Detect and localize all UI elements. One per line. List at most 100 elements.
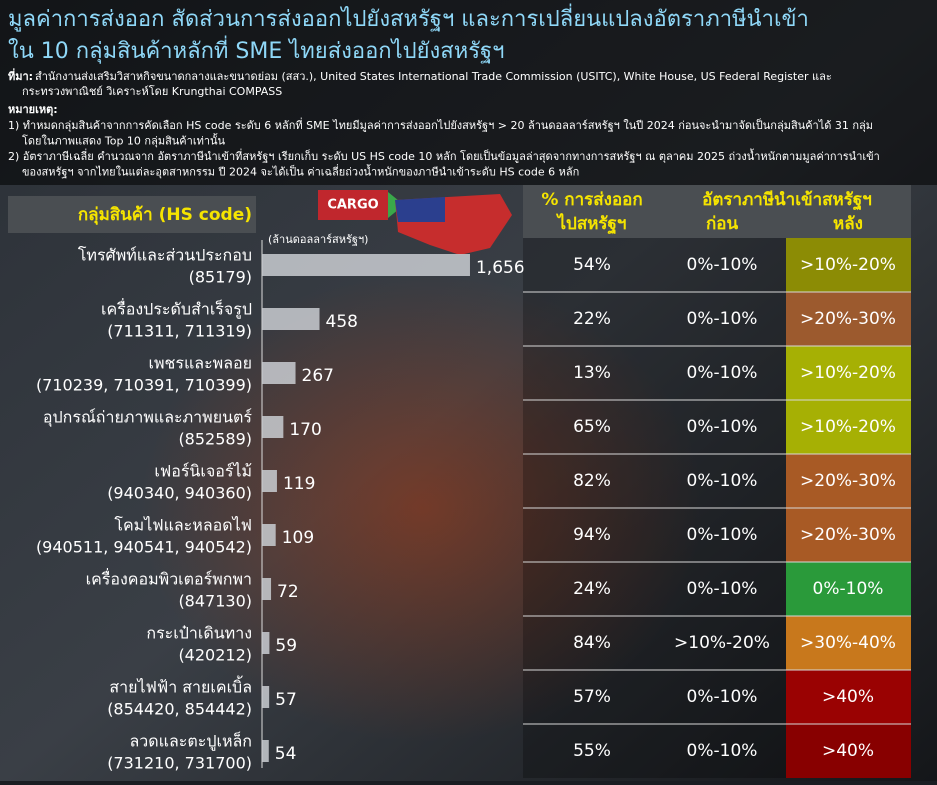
table-cell: >10%-20% [800, 255, 896, 275]
table-cell: 84% [573, 633, 611, 653]
table-header: หลัง [833, 214, 863, 234]
table-header: ไปสหรัฐฯ [556, 213, 627, 235]
table-cell: >20%-30% [800, 525, 896, 545]
category-code: (940511, 940541, 940542) [36, 538, 252, 557]
table-cell: >10%-20% [800, 417, 896, 437]
table-cell: 0%-10% [687, 255, 758, 275]
table-cell: >40% [822, 687, 874, 707]
table-cell: >20%-30% [800, 309, 896, 329]
note: ของสหรัฐฯ จากไทยในแต่ละอุตสาหกรรม ปี 202… [8, 164, 579, 179]
table-cell: 13% [573, 363, 611, 383]
category-code: (854420, 854442) [107, 700, 252, 719]
bar [262, 740, 269, 762]
after-cell [786, 454, 911, 508]
after-cell [786, 616, 911, 670]
value-label: 72 [277, 582, 299, 602]
table-cell: 0%-10% [687, 579, 758, 599]
value-label: 59 [275, 636, 297, 656]
table-cell: 54% [573, 255, 611, 275]
bar [262, 254, 470, 276]
table-cell: 0%-10% [687, 363, 758, 383]
category-code: (852589) [178, 430, 252, 449]
source: กระทรวงพาณิชย์ วิเคราะห์โดย Krungthai CO… [22, 84, 282, 98]
table-cell: >40% [822, 741, 874, 761]
value-label: 458 [326, 312, 358, 332]
table-cell: 0%-10% [687, 417, 758, 437]
chart-header-bg [8, 196, 256, 233]
table-cell: 0%-10% [687, 471, 758, 491]
after-cell [786, 400, 911, 454]
category-label: สายไฟฟ้า สายเคเบิ้ล [109, 676, 252, 697]
value-label: 119 [283, 474, 315, 494]
us-map-canton [395, 197, 445, 222]
bar [262, 470, 277, 492]
table-cell: 57% [573, 687, 611, 707]
category-label: ลวดและตะปูเหล็ก [129, 731, 252, 752]
table-cell: >20%-30% [800, 471, 896, 491]
bar [262, 578, 272, 600]
value-label: 54 [275, 744, 297, 764]
after-cell [786, 670, 911, 724]
after-cell [786, 346, 911, 400]
category-label: โทรศัพท์และส่วนประกอบ [78, 246, 252, 265]
note: 1) ทำหมดกลุ่มสินค้าจากการคัดเลือก HS cod… [8, 117, 873, 132]
category-code: (420212) [178, 646, 252, 665]
chart-header: กลุ่มสินค้า (HS code) [78, 205, 252, 225]
table-cell: 65% [573, 417, 611, 437]
table-header-bg [523, 185, 911, 238]
category-code: (710239, 710391, 710399) [36, 376, 252, 395]
value-label: 1,656 [476, 258, 525, 278]
category-label: เครื่องคอมพิวเตอร์พกพา [86, 568, 252, 589]
table-cell: 22% [573, 309, 611, 329]
unit-label: (ล้านดอลลาร์สหรัฐฯ) [268, 233, 368, 246]
graphic-label: CARGO [327, 198, 378, 213]
source: สำนักงานส่งเสริมวิสาหกิจขนาดกลางและขนาดย… [35, 70, 832, 83]
after-cell [786, 292, 911, 346]
notes-label: หมายเหตุ: [8, 103, 58, 117]
category-code: (85179) [189, 268, 252, 287]
table-header: อัตราภาษีนำเข้าสหรัฐฯ [702, 189, 872, 211]
note: 2) อัตราภาษีเฉลี่ย คำนวณจาก อัตราภาษีนำเ… [8, 148, 880, 163]
category-code: (711311, 711319) [107, 322, 252, 341]
title: มูลค่าการส่งออก สัดส่วนการส่งออกไปยังสหร… [8, 3, 809, 32]
value-label: 267 [302, 366, 334, 386]
table-cell: 24% [573, 579, 611, 599]
table-cell: 82% [573, 471, 611, 491]
bar [262, 524, 276, 546]
category-label: เฟอร์นิเจอร์ไม้ [154, 462, 252, 481]
bar [262, 308, 320, 330]
value-label: 57 [275, 690, 297, 710]
bar [262, 686, 270, 708]
bar [262, 416, 284, 438]
category-label: เพชรและพลอย [148, 354, 252, 373]
category-code: (731210, 731700) [107, 754, 252, 773]
after-cell [786, 724, 911, 778]
table-cell: >10%-20% [674, 633, 770, 653]
table-cell: >30%-40% [800, 633, 896, 653]
table-cell: 94% [573, 525, 611, 545]
table-cell: 0%-10% [687, 309, 758, 329]
table-cell: 0%-10% [813, 579, 884, 599]
value-label: 170 [289, 420, 321, 440]
header-shade [0, 0, 937, 185]
after-cell [786, 508, 911, 562]
table-header: ก่อน [706, 214, 739, 234]
category-code: (847130) [178, 592, 252, 611]
table-cell: 55% [573, 741, 611, 761]
value-label: 109 [282, 528, 314, 548]
table-cell: >10%-20% [800, 363, 896, 383]
note: โดยในภาพแสดง Top 10 กลุ่มสินค้าเท่านั้น [8, 133, 226, 148]
category-label: เครื่องประดับสำเร็จรูป [101, 298, 252, 320]
table-cell: 0%-10% [687, 687, 758, 707]
bar [262, 362, 296, 384]
table-header: % การส่งออก [541, 190, 642, 210]
category-label: กระเป๋าเดินทาง [146, 624, 252, 643]
source-label: ที่มา: [8, 68, 33, 83]
table-cell: 0%-10% [687, 741, 758, 761]
category-label: อุปกรณ์ถ่ายภาพและภาพยนตร์ [43, 408, 253, 428]
category-label: โคมไฟและหลอดไฟ [114, 516, 252, 535]
category-code: (940340, 940360) [107, 484, 252, 503]
table-cell: 0%-10% [687, 525, 758, 545]
after-cell [786, 562, 911, 616]
